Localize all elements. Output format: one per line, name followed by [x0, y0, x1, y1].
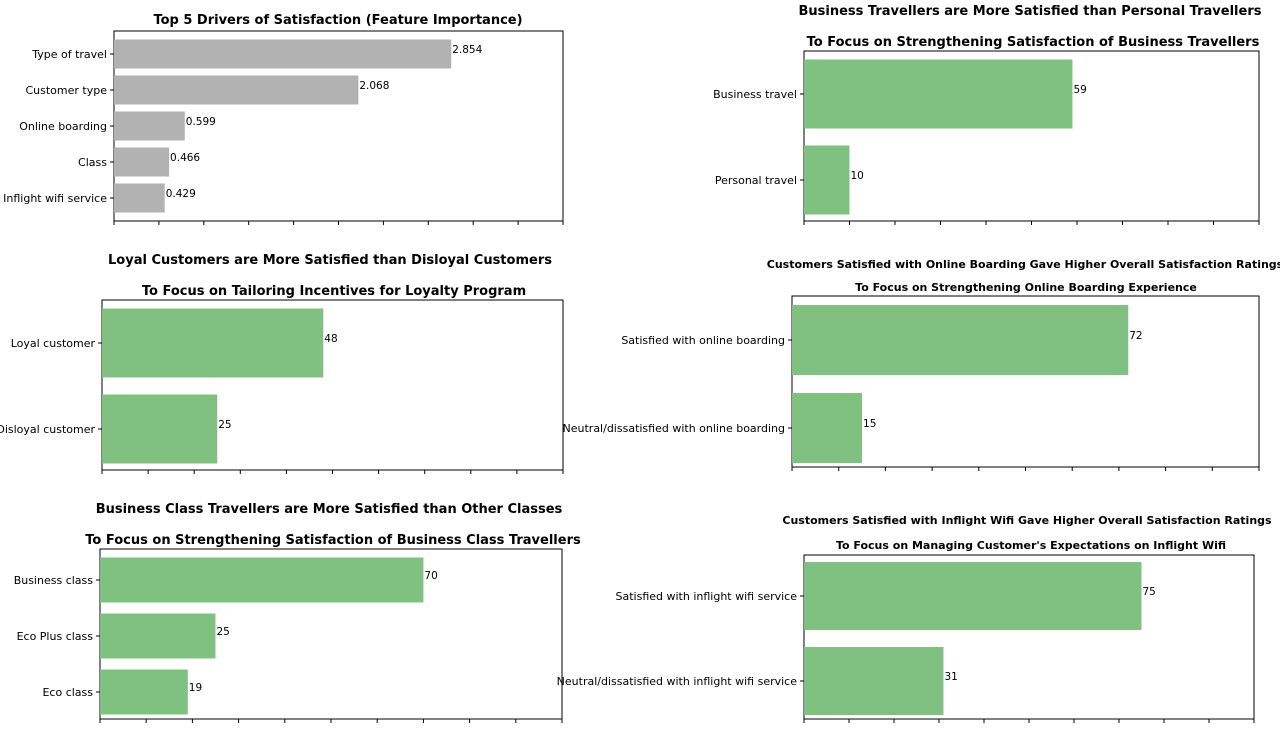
y-tick-label: Personal travel	[715, 174, 797, 187]
panel-customer-type: Loyal Customers are More Satisfied than …	[0, 253, 564, 474]
bar	[804, 562, 1142, 630]
bar	[100, 613, 216, 659]
y-tick-label: Satisfied with online boarding	[621, 334, 785, 347]
bar	[804, 647, 944, 715]
bars-group: 59 Business travel 10 Personal travel	[713, 59, 1260, 225]
panel-class: Business Class Travellers are More Satis…	[14, 502, 581, 723]
y-tick-label: Neutral/dissatisfied with inflight wifi …	[557, 675, 798, 688]
chart-subtitle: To Focus on Strengthening Satisfaction o…	[807, 35, 1260, 50]
chart-title: Customers Satisfied with Inflight Wifi G…	[782, 514, 1272, 527]
bar	[114, 183, 165, 213]
data-label: 15	[863, 418, 876, 430]
bar	[804, 145, 850, 215]
y-tick-label: Satisfied with inflight wifi service	[616, 590, 798, 603]
panel-online-boarding: Customers Satisfied with Online Boarding…	[563, 258, 1280, 471]
data-label: 75	[1143, 586, 1156, 598]
bar	[114, 147, 170, 177]
bars-group: 48 Loyal customer 25 Disloyal customer	[0, 308, 564, 474]
bar	[102, 394, 218, 464]
chart-title: Business Travellers are More Satisfied t…	[799, 4, 1262, 19]
panel-inflight-wifi: Customers Satisfied with Inflight Wifi G…	[557, 514, 1272, 723]
y-tick-label: Eco class	[42, 686, 93, 699]
y-tick-label: Online boarding	[19, 120, 107, 133]
chart-title: Loyal Customers are More Satisfied than …	[108, 253, 552, 268]
data-label: 59	[1073, 84, 1086, 96]
bars-group: 2.854 Type of travel 2.068 Customer type 0.5…	[3, 39, 564, 225]
bar	[792, 393, 863, 463]
chart-title: Business Class Travellers are More Satis…	[96, 502, 563, 517]
bar	[102, 308, 324, 378]
chart-title: Top 5 Drivers of Satisfaction (Feature I…	[153, 13, 522, 28]
y-tick-label: Neutral/dissatisfied with online boardin…	[563, 422, 785, 435]
y-tick-label: Business class	[14, 574, 94, 587]
bar	[792, 305, 1129, 375]
chart-subtitle: To Focus on Strengthening Online Boardin…	[855, 281, 1197, 294]
bars-group: 72 Satisfied with online boarding 15 Neutra…	[563, 305, 1260, 471]
y-tick-label: Business travel	[713, 88, 797, 101]
data-label: 2.068	[359, 80, 389, 92]
y-tick-label: Loyal customer	[11, 337, 96, 350]
data-label: 25	[218, 419, 231, 431]
chart-subtitle: To Focus on Strengthening Satisfaction o…	[85, 533, 581, 548]
bar	[114, 39, 452, 69]
panel-feature-importance: Top 5 Drivers of Satisfaction (Feature I…	[3, 13, 564, 225]
data-label: 25	[217, 626, 230, 638]
y-tick-label: Class	[78, 156, 107, 169]
panel-type-of-travel: Business Travellers are More Satisfied t…	[713, 4, 1262, 225]
data-label: 0.599	[186, 116, 216, 128]
chart-subtitle: To Focus on Managing Customer's Expectat…	[836, 539, 1226, 552]
bar	[114, 75, 359, 105]
bar	[804, 59, 1073, 129]
bar	[114, 111, 185, 141]
y-tick-label: Inflight wifi service	[3, 192, 107, 205]
data-label: 2.854	[452, 44, 482, 56]
data-label: 70	[424, 570, 437, 582]
y-tick-label: Disloyal customer	[0, 423, 95, 436]
y-tick-label: Eco Plus class	[17, 630, 94, 643]
data-label: 0.466	[170, 152, 200, 164]
data-label: 48	[324, 333, 337, 345]
chart-subtitle: To Focus on Tailoring Incentives for Loy…	[142, 284, 526, 299]
data-label: 19	[189, 682, 202, 694]
data-label: 0.429	[166, 188, 196, 200]
bar	[100, 557, 424, 603]
y-tick-label: Customer type	[25, 84, 107, 97]
bars-group: 75 Satisfied with inflight wifi service 31…	[557, 562, 1255, 723]
bar	[100, 669, 188, 715]
data-label: 72	[1129, 330, 1142, 342]
bars-group: 70 Business class 25 Eco Plus class 19 Eco cl…	[14, 557, 563, 723]
y-tick-label: Type of travel	[31, 48, 107, 61]
data-label: 31	[945, 671, 958, 683]
data-label: 10	[851, 170, 864, 182]
chart-title: Customers Satisfied with Online Boarding…	[767, 258, 1280, 271]
